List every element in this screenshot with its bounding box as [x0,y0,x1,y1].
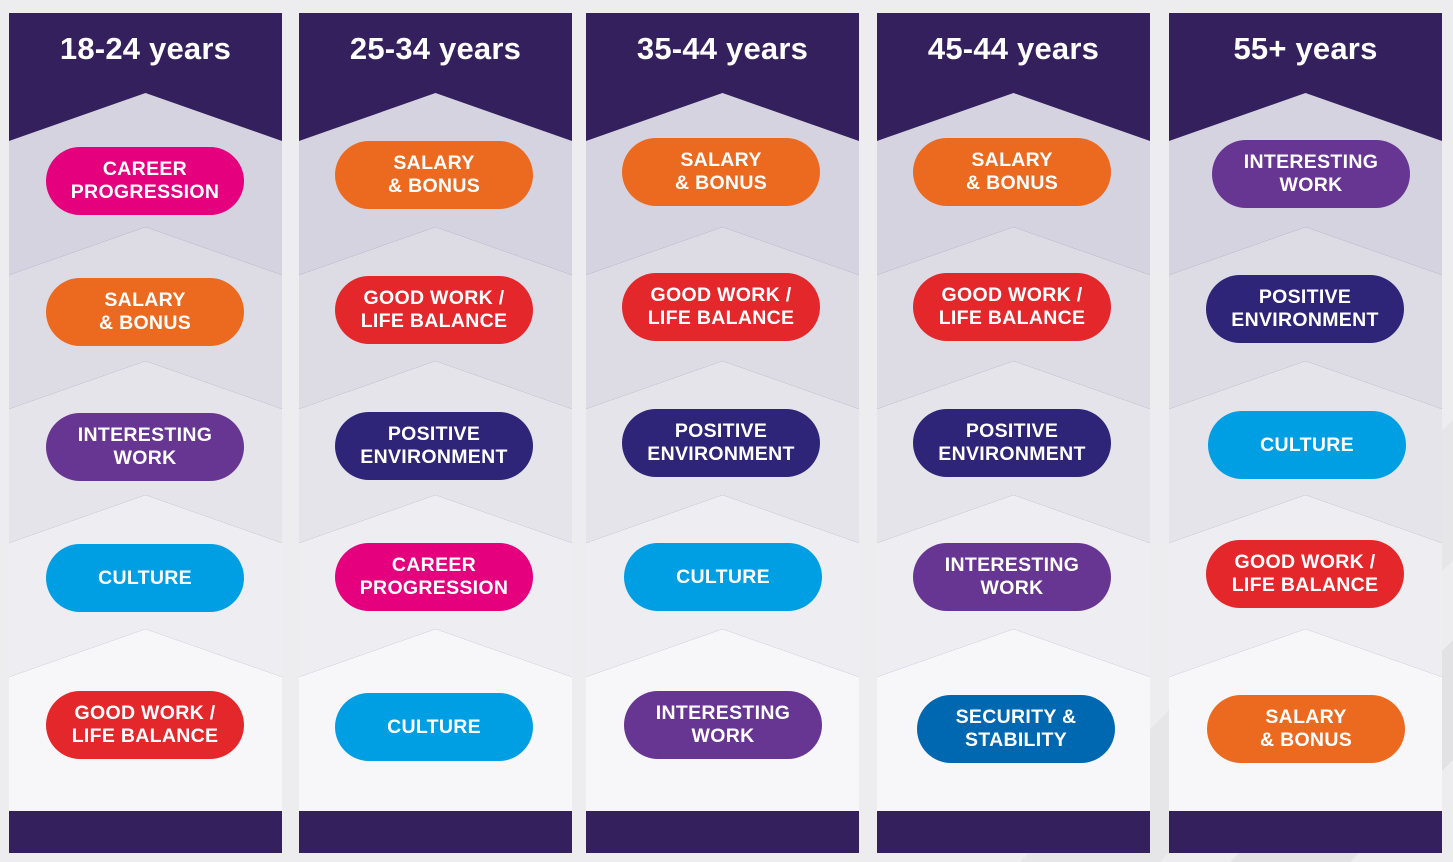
priority-pill-5: SECURITY & STABILITY [917,695,1115,763]
priority-pill-2: GOOD WORK / LIFE BALANCE [622,273,820,341]
column-footer [299,811,572,853]
column-footer [9,811,282,853]
priority-pill-2: SALARY & BONUS [46,278,244,346]
priority-pill-5: INTERESTING WORK [624,691,822,759]
column-title: 35-44 years [636,31,809,66]
column-footer [1169,811,1442,853]
priority-pill-1: CAREER PROGRESSION [46,147,244,215]
column-title: 55+ years [1233,31,1378,66]
priority-pill-3: POSITIVE ENVIRONMENT [913,409,1111,477]
priority-pill-2: GOOD WORK / LIFE BALANCE [913,273,1111,341]
priority-pill-2: POSITIVE ENVIRONMENT [1206,275,1404,343]
priority-pill-5: SALARY & BONUS [1207,695,1405,763]
column-footer [586,811,859,853]
priority-pill-5: GOOD WORK / LIFE BALANCE [46,691,244,759]
priority-pill-3: POSITIVE ENVIRONMENT [335,412,533,480]
priority-pill-1: SALARY & BONUS [622,138,820,206]
priority-pill-4: CULTURE [624,543,822,611]
priority-pill-1: INTERESTING WORK [1212,140,1410,208]
age-column-35-44: 35-44 years SALARY & BONUS GOOD WORK / L… [586,13,859,853]
priority-pill-1: SALARY & BONUS [335,141,533,209]
age-column-55-plus: 55+ years INTERESTING WORK POSITIVE ENVI… [1169,13,1442,853]
priority-pill-4: GOOD WORK / LIFE BALANCE [1206,540,1404,608]
column-title: 25-34 years [349,31,522,66]
column-title: 18-24 years [59,31,232,66]
priority-pill-4: INTERESTING WORK [913,543,1111,611]
priority-pill-3: CULTURE [1208,411,1406,479]
priority-pill-4: CULTURE [46,544,244,612]
column-footer [877,811,1150,853]
priority-pill-5: CULTURE [335,693,533,761]
priority-pill-3: INTERESTING WORK [46,413,244,481]
age-column-18-24: 18-24 years CAREER PROGRESSION SALARY & … [9,13,282,853]
age-column-45-44: 45-44 years SALARY & BONUS GOOD WORK / L… [877,13,1150,853]
priority-pill-2: GOOD WORK / LIFE BALANCE [335,276,533,344]
priority-pill-3: POSITIVE ENVIRONMENT [622,409,820,477]
column-title: 45-44 years [927,31,1100,66]
priority-pill-1: SALARY & BONUS [913,138,1111,206]
age-column-25-34: 25-34 years SALARY & BONUS GOOD WORK / L… [299,13,572,853]
priority-pill-4: CAREER PROGRESSION [335,543,533,611]
